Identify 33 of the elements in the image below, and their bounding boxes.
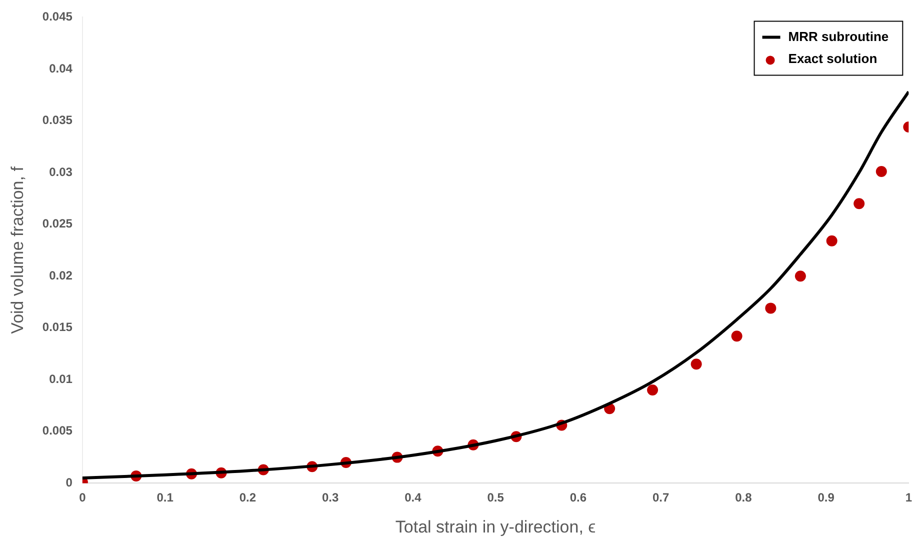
- y-tick-label: 0: [66, 476, 73, 490]
- x-tick-label: 0.7: [652, 490, 670, 505]
- x-tick-label: 0.6: [570, 490, 587, 505]
- point: [731, 330, 742, 342]
- x-tick-label: 0.2: [239, 490, 256, 505]
- x-tick-label: 0.1: [156, 490, 174, 505]
- point: [690, 358, 702, 370]
- y-tick-label: 0.045: [42, 10, 73, 24]
- y-tick-label: 0.04: [49, 61, 73, 76]
- point: [854, 198, 865, 210]
- y-tick-label: 0.025: [42, 216, 73, 231]
- x-tick-label: 0: [79, 490, 86, 505]
- x-tick-label: 0.4: [404, 490, 422, 505]
- point: [876, 166, 887, 177]
- point: [647, 384, 658, 396]
- x-tick-label: 0.8: [735, 490, 752, 505]
- legend-label: Exact solution: [788, 50, 878, 66]
- x-tick-label: 1: [905, 490, 912, 505]
- y-tick-label: 0.03: [49, 164, 73, 179]
- y-tick-label: 0.02: [49, 268, 73, 282]
- x-tick-label: 0.3: [322, 490, 339, 505]
- legend-label: MRR subroutine: [788, 28, 889, 44]
- y-tick-label: 0.015: [42, 320, 73, 334]
- x-tick-label: 0.9: [818, 490, 835, 505]
- point: [765, 302, 776, 314]
- point: [826, 235, 838, 246]
- x-axis-title: Total strain in y-direction, ϵ: [395, 517, 596, 536]
- y-tick-label: 0.035: [42, 113, 73, 128]
- y-tick-label: 0.01: [49, 372, 73, 386]
- point: [794, 270, 806, 282]
- y-tick-label: 0.005: [42, 424, 73, 438]
- y-axis-title: Void volume fraction, f: [8, 166, 27, 334]
- x-tick-label: 0.5: [487, 490, 504, 505]
